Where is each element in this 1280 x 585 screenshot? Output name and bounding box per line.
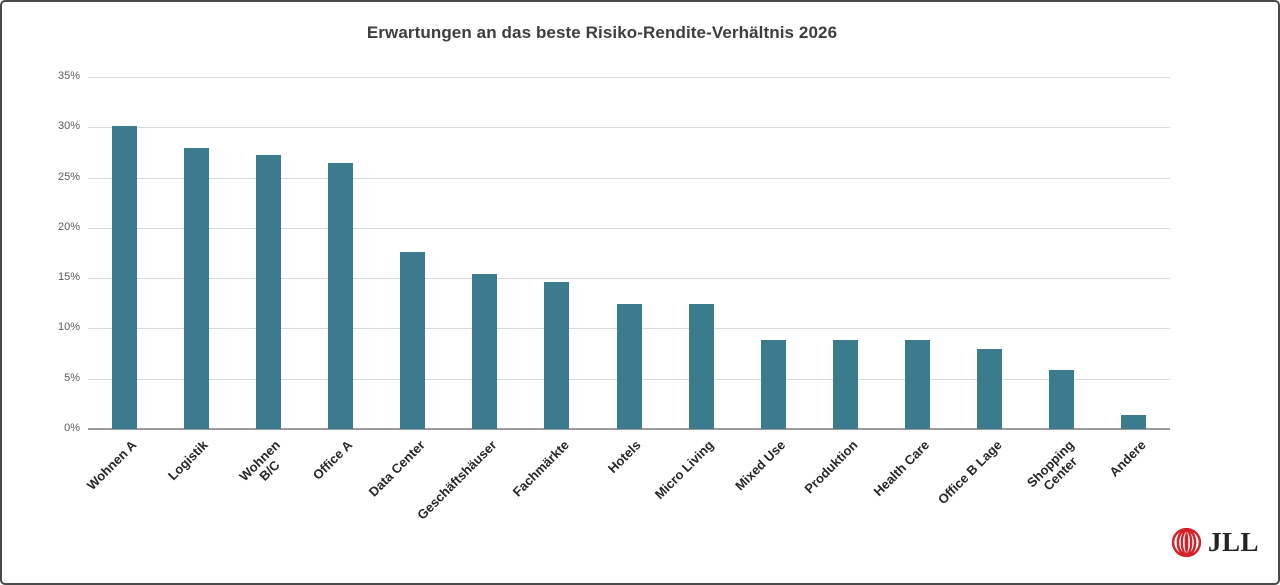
gridline [88, 278, 1170, 280]
bar-health-care [905, 340, 931, 429]
bar-fachmärkte [544, 282, 570, 429]
x-category-label-data-center: Data Center [365, 437, 428, 500]
bar-shopping-center [1049, 369, 1075, 429]
bar-hotels [616, 304, 642, 429]
bar-andere [1121, 414, 1147, 429]
bar-produktion [832, 340, 858, 429]
x-category-label-mixed-use: Mixed Use [732, 437, 789, 494]
bar-office-b-lage [977, 348, 1003, 429]
bar-wohnen-b-c [255, 155, 281, 429]
x-category-label-micro-living: Micro Living [651, 437, 717, 503]
y-tick-label: 25% [57, 170, 80, 183]
x-category-label-wohnen-a: Wohnen A [83, 437, 139, 493]
y-tick-label: 10% [57, 321, 80, 334]
bar-mixed-use [760, 340, 786, 429]
bar-office-a [327, 163, 353, 429]
bar-data-center [400, 251, 426, 429]
jll-logo-text: JLL [1208, 527, 1260, 557]
gridline [88, 127, 1170, 129]
x-category-label-office-b-lage: Office B Lage [934, 437, 1005, 508]
y-tick-label: 15% [57, 271, 80, 284]
x-category-label-logistik: Logistik [165, 437, 212, 484]
x-category-label-office-a: Office A [309, 437, 356, 483]
x-category-label-produktion: Produktion [801, 437, 861, 497]
gridline [88, 177, 1170, 179]
x-category-label-andere: Andere [1106, 437, 1149, 480]
y-tick-label: 5% [64, 371, 80, 384]
y-tick-label: 30% [57, 120, 80, 133]
x-category-label-fachmärkte: Fachmärkte [509, 437, 572, 500]
x-category-label-hotels: Hotels [605, 437, 644, 476]
y-tick-label: 35% [57, 70, 80, 82]
bar-micro-living [688, 304, 714, 429]
bar-wohnen-a [111, 126, 137, 429]
x-category-label-health-care: Health Care [870, 437, 933, 499]
y-tick-label: 0% [64, 422, 80, 434]
bar-geschäftshäuser [472, 274, 498, 429]
y-tick-label: 20% [57, 220, 80, 233]
x-axis-line [88, 428, 1170, 430]
x-category-label-geschäftshäuser: Geschäftshäuser [414, 437, 500, 523]
gridline [88, 227, 1170, 229]
jll-logo: JLL [1170, 526, 1259, 559]
x-category-label-wohnen-b-c: Wohnen B/C [236, 437, 284, 484]
gridline [88, 77, 1170, 78]
bar-logistik [183, 148, 209, 429]
x-category-label-shopping-center: Shopping Center [1023, 437, 1081, 494]
chart-title: Erwartungen an das beste Risiko-Rendite-… [366, 23, 838, 42]
jll-globe-icon [1171, 527, 1202, 558]
